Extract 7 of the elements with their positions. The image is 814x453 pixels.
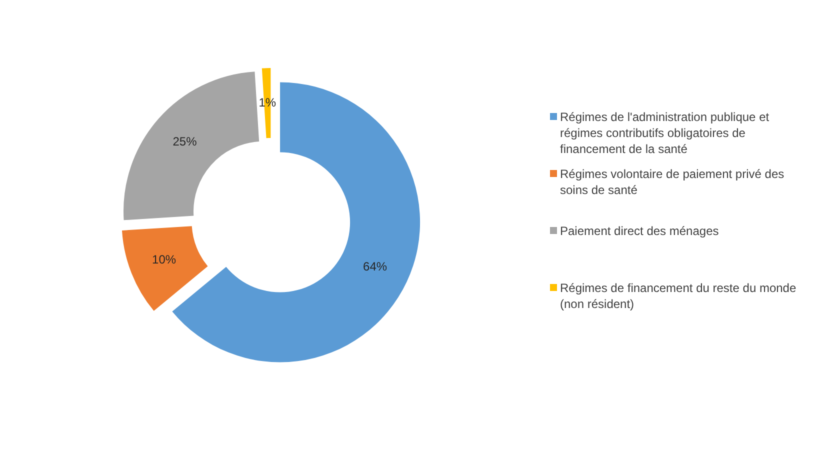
data-label: 10% (152, 252, 176, 267)
data-label: 25% (172, 134, 198, 148)
legend-label: Régimes volontaire de paiement privé des soins de santé (560, 167, 784, 197)
legend-label: Régimes de financement du reste du monde (non résident) (560, 281, 796, 311)
legend-label: Paiement direct des ménages (560, 224, 719, 238)
legend-label: Régimes de l'administration publique et régimes contributifs obligatoires de financement de la santé (560, 110, 770, 156)
data-label: 64% (363, 259, 388, 274)
